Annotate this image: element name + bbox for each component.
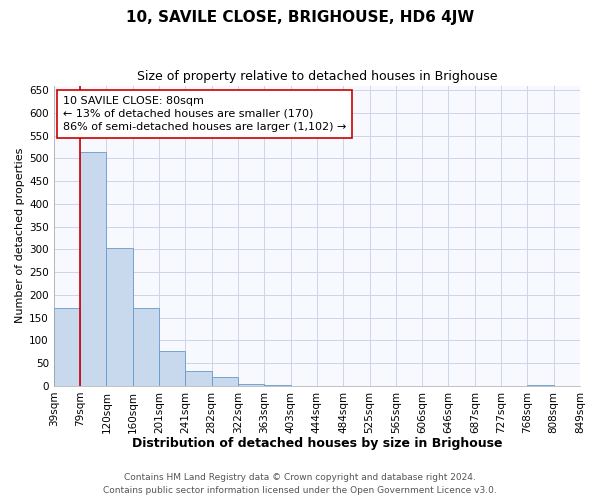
Text: 10 SAVILE CLOSE: 80sqm
← 13% of detached houses are smaller (170)
86% of semi-de: 10 SAVILE CLOSE: 80sqm ← 13% of detached… [63,96,346,132]
Text: 10, SAVILE CLOSE, BRIGHOUSE, HD6 4JW: 10, SAVILE CLOSE, BRIGHOUSE, HD6 4JW [126,10,474,25]
Bar [133,308,159,386]
Text: Contains HM Land Registry data © Crown copyright and database right 2024.
Contai: Contains HM Land Registry data © Crown c… [103,474,497,495]
Bar [238,384,264,386]
Bar [185,372,212,386]
Bar [212,377,238,386]
Y-axis label: Number of detached properties: Number of detached properties [15,148,25,324]
Bar [80,152,106,386]
Title: Size of property relative to detached houses in Brighouse: Size of property relative to detached ho… [137,70,497,83]
X-axis label: Distribution of detached houses by size in Brighouse: Distribution of detached houses by size … [131,437,502,450]
Bar [54,308,80,386]
Bar [106,248,133,386]
Bar [527,385,554,386]
Bar [159,352,185,386]
